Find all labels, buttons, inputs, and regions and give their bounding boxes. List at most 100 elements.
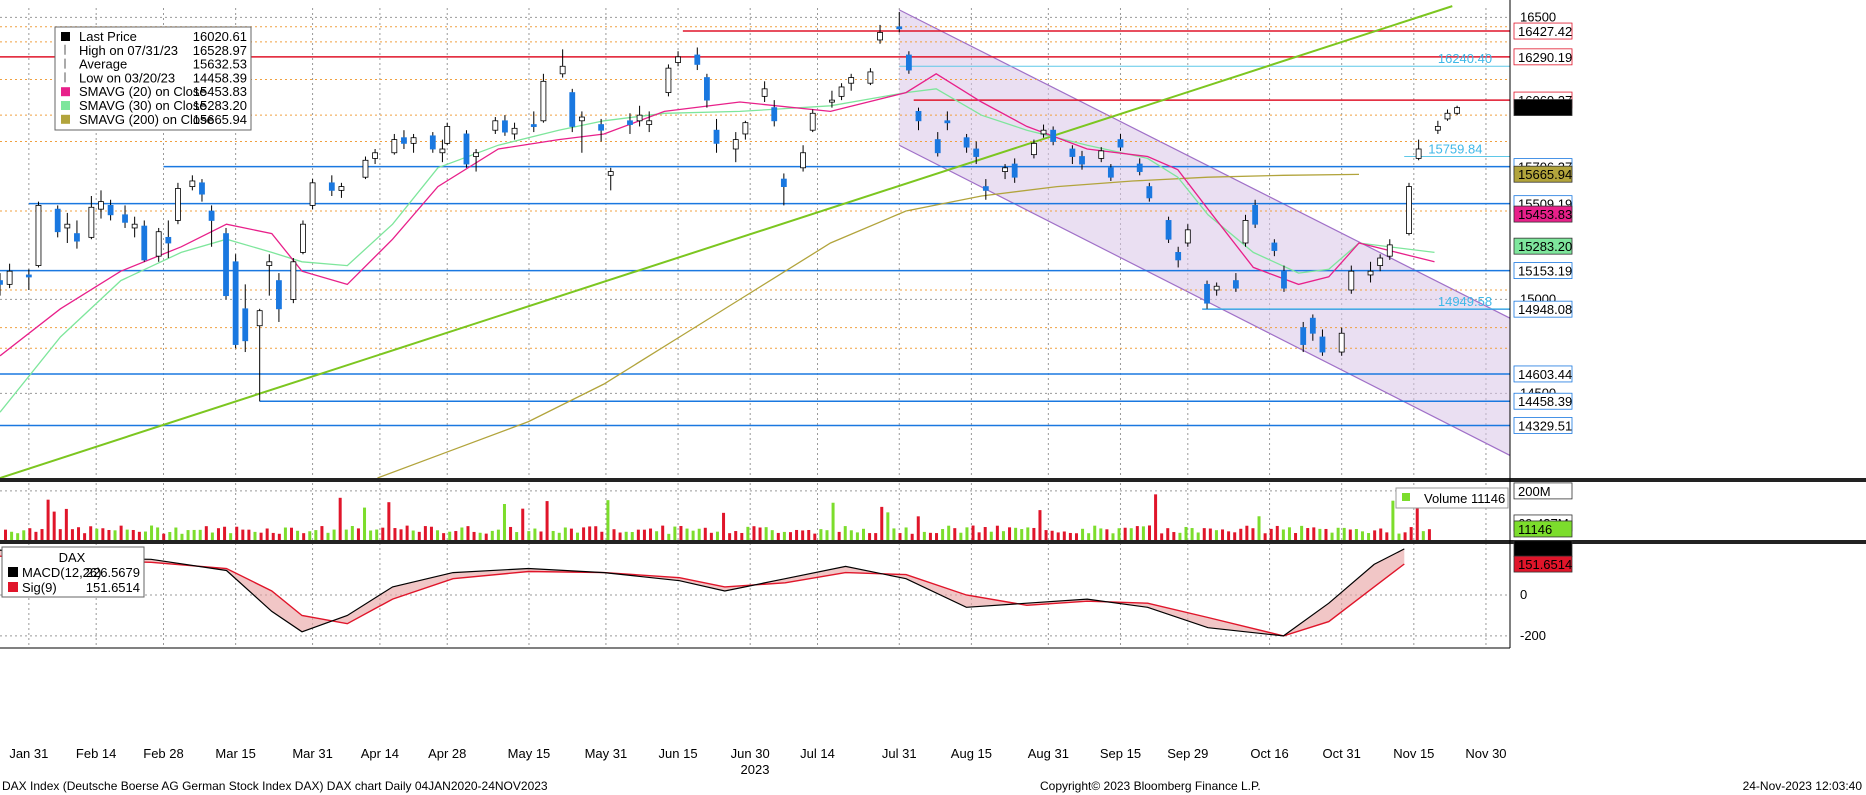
dotted-levels [0,26,1510,349]
x-tick-label: Nov 15 [1393,746,1434,761]
candle-body [429,135,436,150]
volume-bar [70,529,74,540]
macd-legend-box [1,546,145,598]
channel-fill [899,9,1510,456]
volume-bar [125,529,129,540]
volume-legend-box [1395,487,1509,509]
legend-value: 15632.53 [193,57,247,72]
volume-bar [308,531,312,540]
axis-tag-bg [1513,300,1573,318]
volume-bar [64,508,68,540]
price-volume-divider [0,478,1866,482]
volume-bar [436,530,440,540]
volume-bar [216,528,220,540]
candle-body [199,182,205,195]
volume-bar [1281,529,1285,540]
volume-bar [1111,533,1115,540]
volume-bar [241,529,245,540]
volume-bar [375,529,379,540]
candle-body [309,182,316,206]
candle-body [1252,204,1259,225]
volume-bar [971,525,975,540]
volume-bar [874,533,878,540]
volume-bar [496,529,500,540]
volume-bar [624,531,628,540]
year-label: 2023 [741,762,770,777]
volume-bar [16,533,20,540]
macd-legend-marker [8,582,18,592]
legend-marker [61,114,70,124]
candle-body [0,280,3,285]
volume-bar [466,526,470,540]
volume-bar [356,528,360,540]
volume-bar [1391,500,1395,540]
x-tick-label: May 31 [585,746,628,761]
volume-bar [600,531,604,540]
volume-bar [533,528,537,540]
volume-bar [1427,529,1431,540]
signal-line [0,555,1405,637]
volume-legend-label: Volume 11146 [1424,491,1505,506]
volume-bar [959,532,963,540]
axis-tag-bg [1513,48,1573,66]
volume-bar [563,527,567,540]
x-tick-label: Apr 14 [361,746,399,761]
candle-body [1146,186,1153,199]
volume-bar [746,526,750,540]
candle-body [973,148,980,157]
volume-bar [1184,526,1188,540]
trend-line [0,5,1453,479]
candle-body [1367,270,1374,276]
axis-tag-bg [1513,520,1573,538]
candle-body [1300,327,1307,345]
volume-bar [868,533,872,540]
volume-bar [1348,529,1352,540]
volume-bar [1275,525,1279,540]
volume-bar [405,525,409,540]
candle-body [64,223,71,229]
volume-bar [283,527,287,540]
candle-body [598,124,605,131]
volume-bar [813,533,817,540]
candle-body [713,129,720,144]
volume-bar [58,529,62,540]
candle-body [1454,107,1461,114]
volume-bar [1227,531,1231,540]
candle-body [1386,244,1393,257]
candle-body [896,26,903,30]
legend-label: Average [79,57,127,72]
volume-bar [941,529,945,540]
x-tick-label: Sep 15 [1100,746,1141,761]
horizontal-levels: 16240.40 15759.84 14949.58 [0,30,1510,427]
candle-body [963,137,970,148]
volume-bar [290,527,293,540]
candle-body [492,120,499,131]
candle-body [1050,129,1057,142]
volume-bar [715,531,719,540]
candle-body [463,133,470,165]
candle-body [189,180,196,188]
axis-tag-label: 200M [1518,484,1551,499]
candle-body [982,186,989,191]
volume-bar [1360,531,1364,540]
volume-bar [1068,532,1072,540]
candle-body [439,148,446,154]
volume-bar [1135,526,1139,540]
candle-body [646,120,653,125]
candle-body [1444,112,1451,120]
volume-bar [661,525,665,540]
candle-body [1184,229,1191,244]
x-tick-label: Jun 30 [731,746,770,761]
volume-bar [1044,530,1048,540]
candle-body [636,114,643,122]
candle-body [25,274,32,278]
volume-bar [198,529,202,540]
candle-body [627,120,633,125]
candle-body [232,261,239,345]
axis-tag-label: 226.5679 [1518,542,1572,557]
candle-body [410,137,417,144]
volume-bar [910,533,914,540]
candle-body [98,201,104,210]
legend-value: 16020.61 [193,29,247,44]
candle-body [175,188,181,221]
